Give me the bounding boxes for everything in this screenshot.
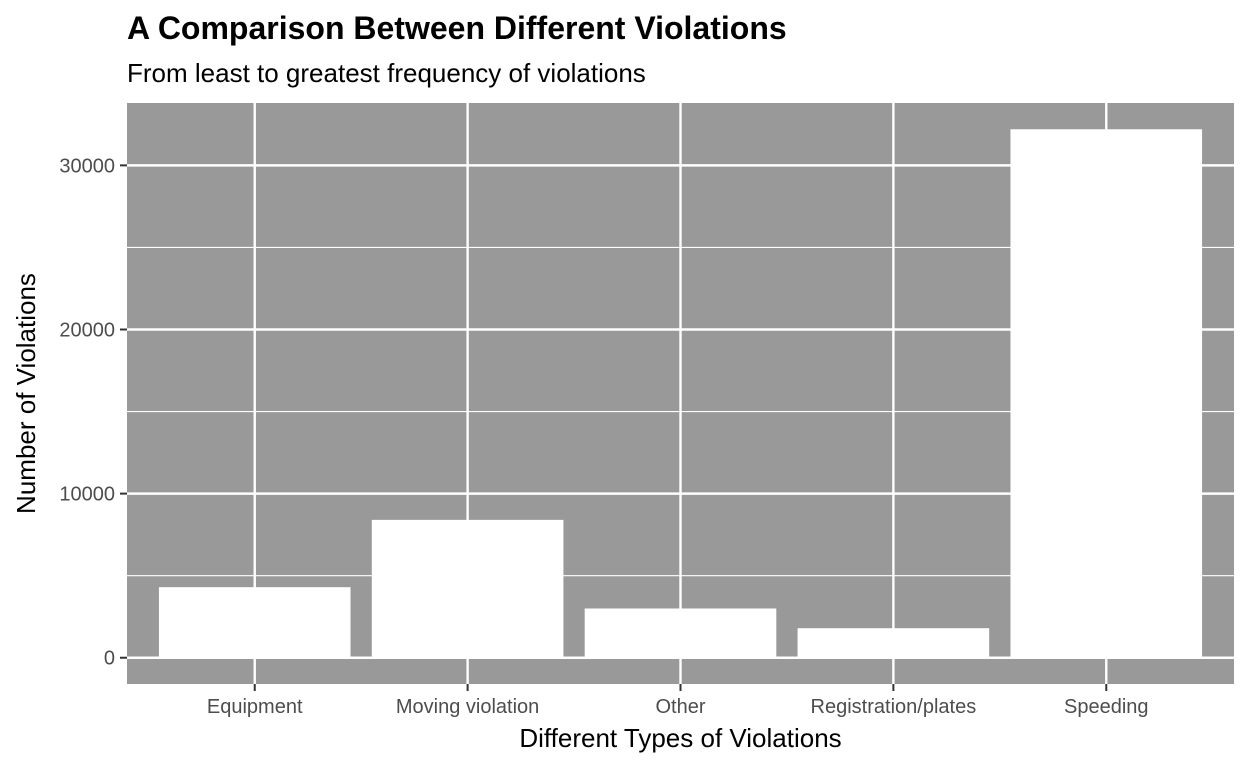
x-tick-label: Moving violation	[396, 696, 539, 718]
bar	[158, 587, 351, 658]
y-tick-label: 20000	[59, 319, 115, 341]
y-axis: 0 10000 20000 30000	[59, 155, 127, 670]
y-tick-label: 30000	[59, 155, 115, 177]
x-tick-label: Other	[655, 696, 705, 718]
x-axis: Equipment Moving violation Other Registrati…	[207, 684, 1149, 718]
bar	[1010, 129, 1203, 658]
y-axis-title: Number of Violations	[11, 273, 41, 514]
y-tick-label: 0	[104, 648, 115, 670]
bar	[371, 519, 564, 658]
chart-title: A Comparison Between Different Violation…	[127, 10, 787, 46]
y-tick-label: 10000	[59, 484, 115, 506]
x-tick-label: Equipment	[207, 696, 303, 718]
bar	[797, 628, 990, 658]
x-tick-label: Speeding	[1064, 696, 1149, 718]
x-tick-label: Registration/plates	[811, 696, 977, 718]
bars	[158, 129, 1203, 658]
x-axis-title: Different Types of Violations	[519, 723, 841, 753]
bar	[584, 608, 777, 658]
chart-subtitle: From least to greatest frequency of viol…	[127, 58, 646, 88]
